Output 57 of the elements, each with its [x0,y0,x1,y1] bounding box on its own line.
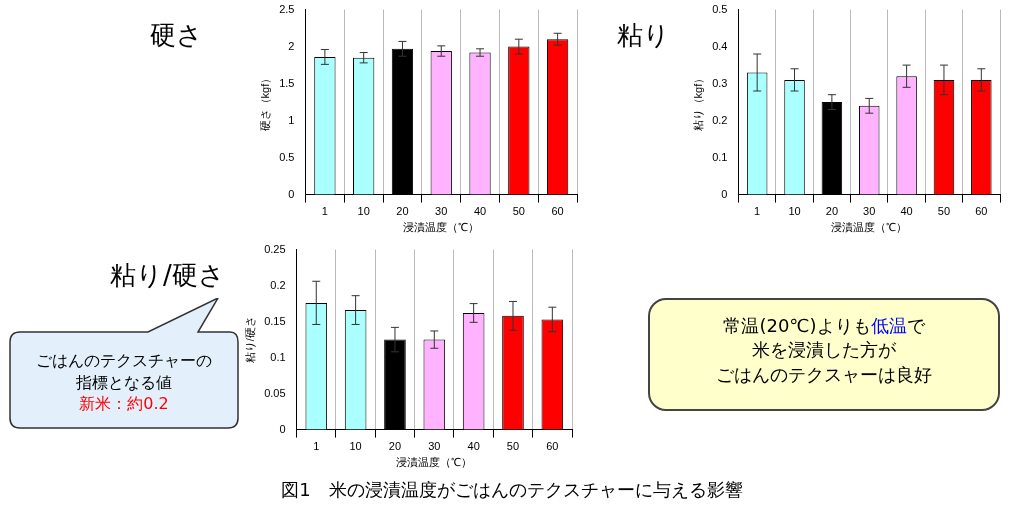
x-axis-title: 浸漬温度（℃） [396,456,473,469]
y-axis-title: 粘り/硬さ [243,316,256,364]
y-tick-label: 0.2 [712,113,728,126]
text: ごはんのテクスチャーの [35,350,213,372]
x-tick-label: 30 [428,440,441,453]
y-tick-label: 0.2 [270,278,286,291]
text: 常温(20℃)よりも [723,315,871,336]
x-tick-label: 30 [863,205,876,218]
x-tick-label: 1 [313,440,320,453]
x-tick-label: 1 [754,205,761,218]
x-tick-label: 60 [546,440,559,453]
y-tick-label: 0.25 [264,242,286,255]
y-axis-title: 硬さ（kgf） [258,72,271,132]
text: で [906,315,925,336]
x-tick-label: 1 [321,205,328,218]
x-tick-label: 30 [435,205,448,218]
caption: 図1 米の浸漬温度がごはんのテクスチャーに与える影響 [280,478,744,502]
x-axis-title: 浸漬温度（℃） [403,221,480,234]
y-tick-label: 2.5 [279,2,295,15]
text: 低温 [870,315,907,336]
y-tick-label: 0.5 [279,150,295,163]
x-tick-label: 50 [512,205,525,218]
x-tick-label: 10 [788,205,801,218]
y-tick-label: 1 [288,113,295,126]
x-tick-label: 20 [388,440,402,453]
y-tick-label: 0.5 [712,2,728,15]
y-tick-label: 2 [288,39,295,52]
text: 粘り/硬さ [110,259,225,292]
text: 粘り [617,19,670,52]
x-tick-label: 50 [506,440,520,453]
y-tick-label: 1.5 [279,76,295,89]
y-tick-label: 0.3 [712,76,728,89]
x-tick-label: 50 [937,205,951,218]
x-tick-label: 60 [551,205,564,218]
x-tick-label: 10 [357,205,370,218]
text: 硬さ [150,19,203,52]
x-tick-label: 40 [473,205,487,218]
text: 米を浸漬した方が [751,338,897,363]
x-tick-label: 10 [349,440,362,453]
y-tick-label: 0 [279,422,286,435]
y-tick-label: 0.1 [712,150,728,163]
y-tick-label: 0.4 [712,39,728,52]
x-axis-title: 浸漬温度（℃） [831,221,908,234]
text: 新米：約0.2 [78,393,170,415]
y-axis-title: 粘り（kgf） [691,72,704,132]
x-tick-label: 20 [396,205,409,218]
text: ごはんのテクスャーは良好 [715,362,933,387]
x-tick-label: 60 [975,205,988,218]
text: 指標となる値 [75,371,173,394]
y-tick-label: 0 [721,187,728,200]
y-tick-label: 0.15 [264,314,286,327]
y-tick-label: 0.05 [264,386,286,399]
y-tick-label: 0 [288,187,295,200]
y-tick-label: 0.1 [270,350,286,363]
x-tick-label: 40 [467,440,480,453]
x-tick-label: 40 [900,205,913,218]
x-tick-label: 20 [825,205,839,218]
